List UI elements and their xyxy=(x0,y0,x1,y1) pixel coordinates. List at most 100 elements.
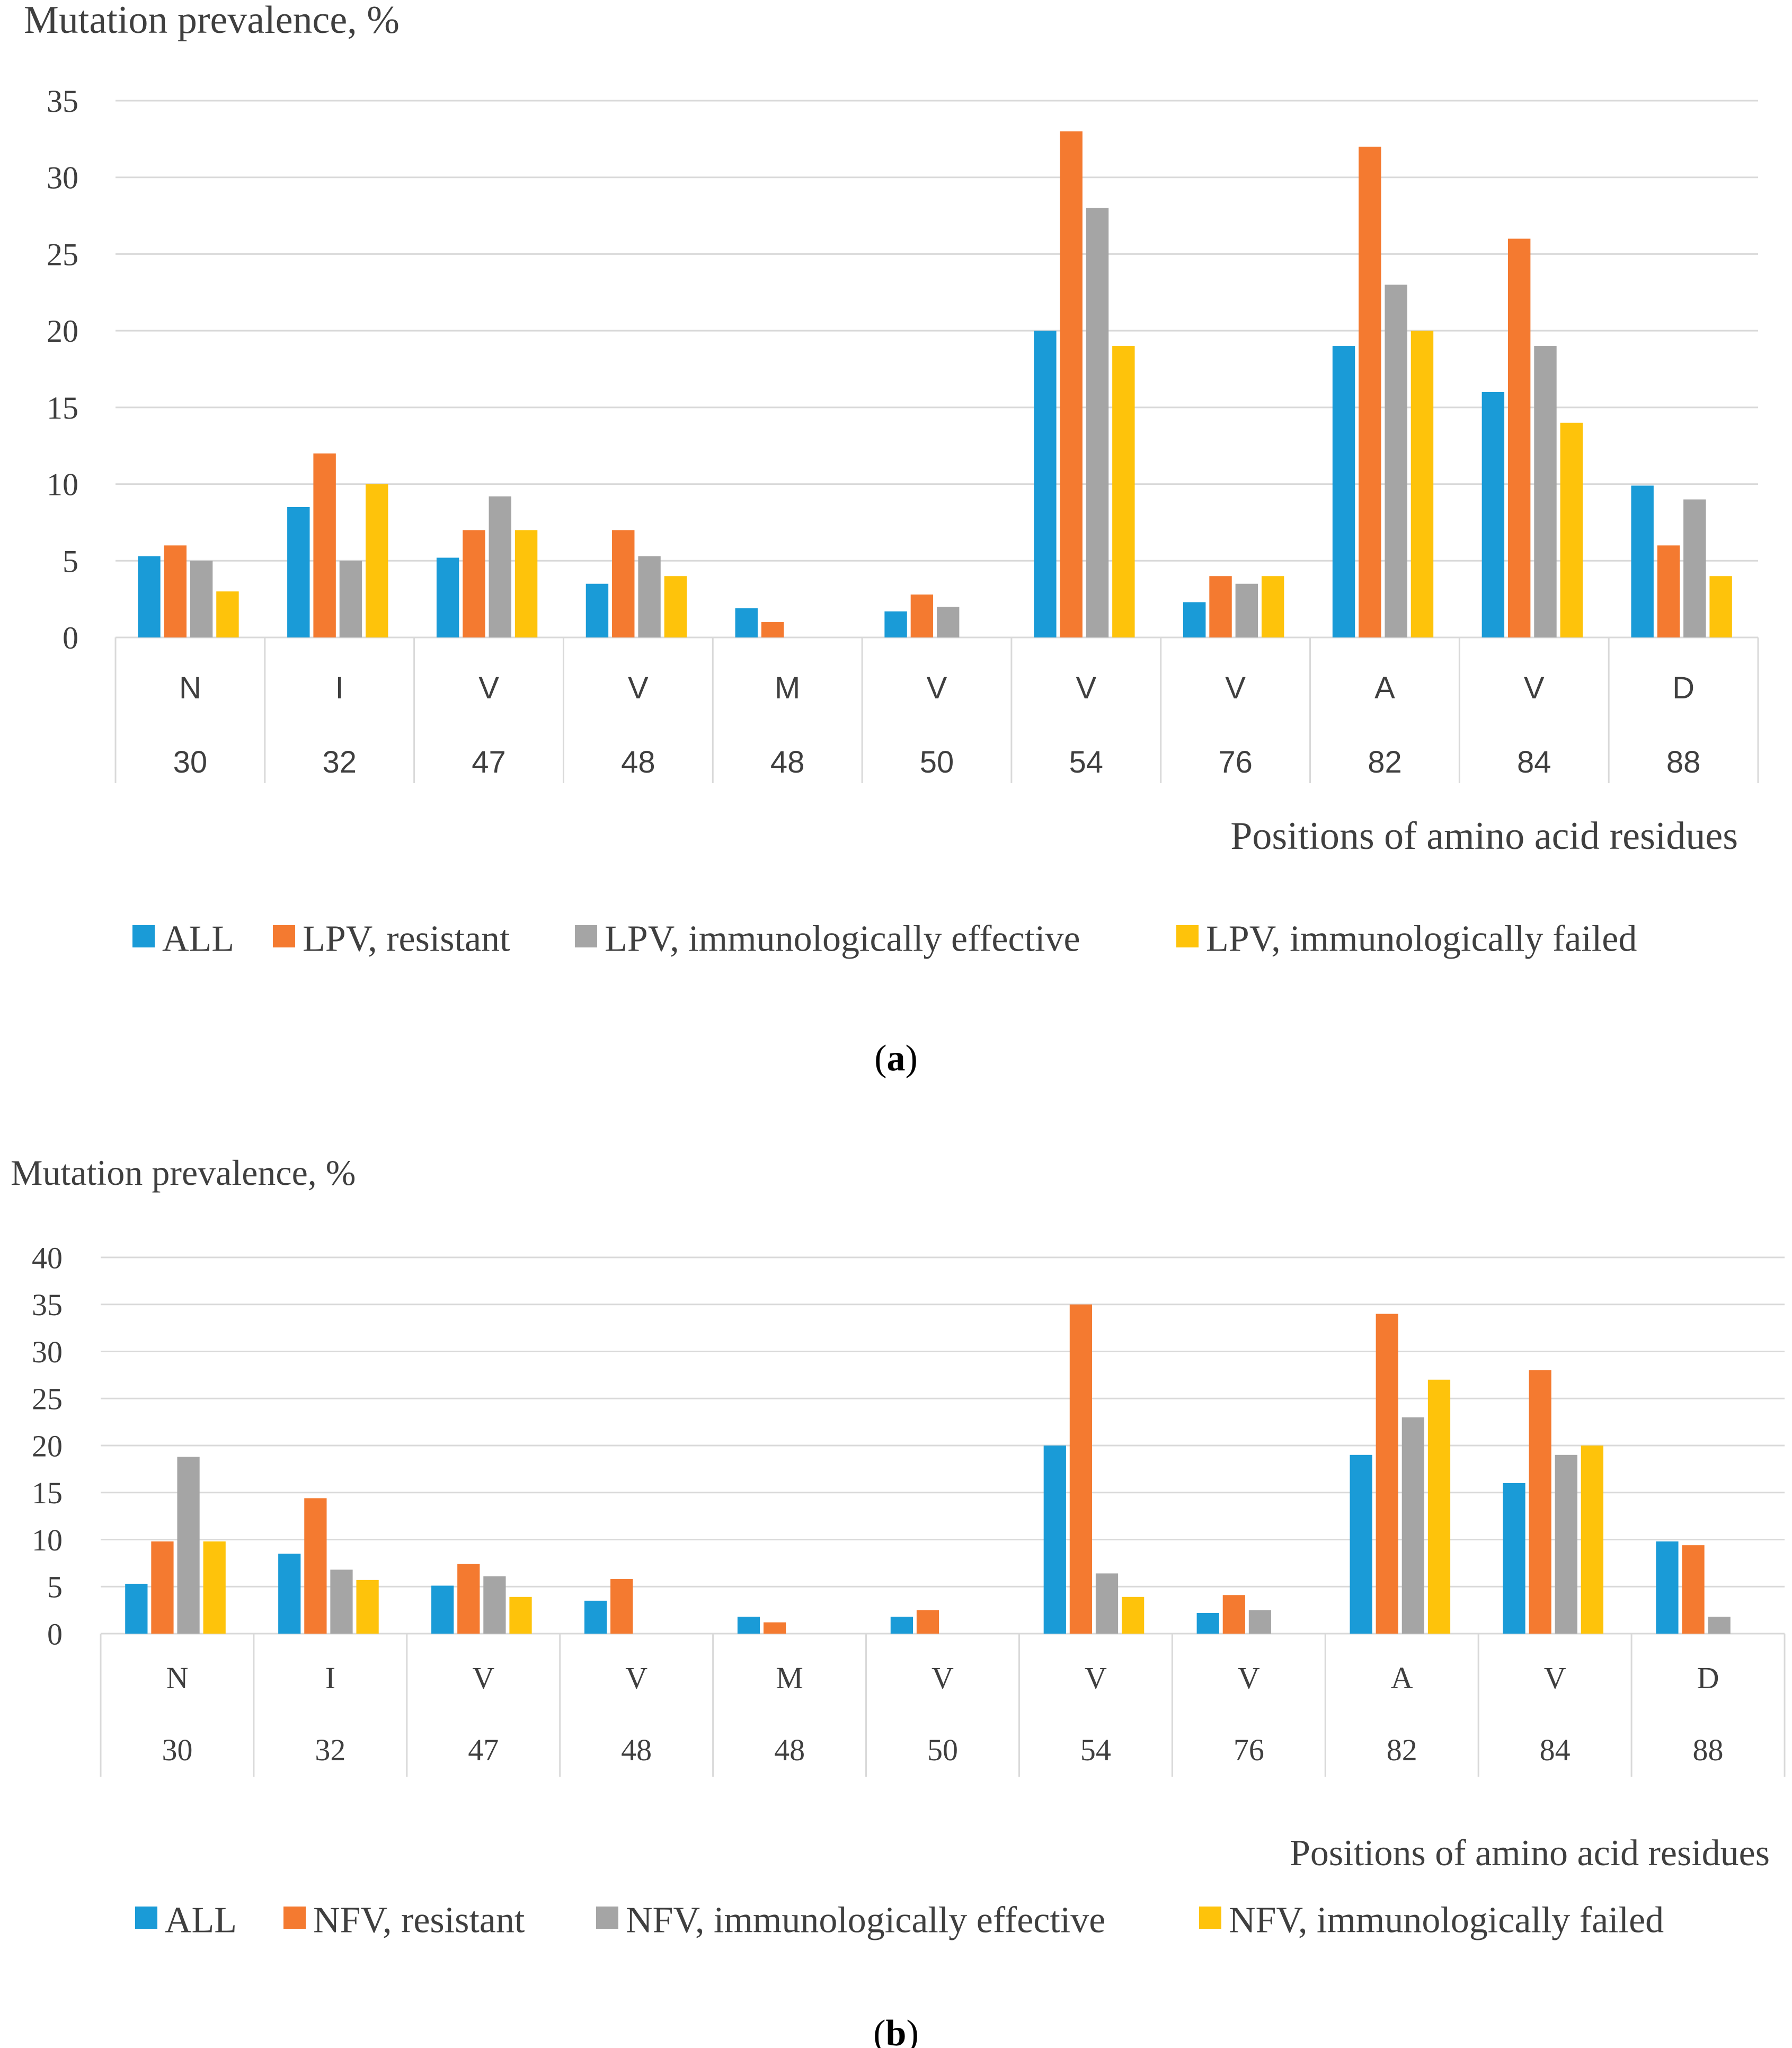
bar-lpv-resistant-5 xyxy=(910,594,934,637)
y-tick-label: 35 xyxy=(32,1288,63,1322)
bar-nfv-immunologically-failed-8 xyxy=(1427,1379,1451,1634)
bar-nfv-immunologically-effective-10 xyxy=(1708,1617,1731,1634)
category-residue-label: V xyxy=(932,1661,954,1695)
bar-nfv-immunologically-effective-6 xyxy=(1095,1573,1119,1634)
bar-nfv-resistant-2 xyxy=(457,1564,480,1634)
category-residue-label: V xyxy=(472,1661,494,1695)
bar-nfv-resistant-3 xyxy=(610,1579,633,1634)
bar-lpv-immunologically-effective-0 xyxy=(190,561,213,637)
category-position-label: 50 xyxy=(927,1733,958,1767)
bar-nfv-immunologically-effective-9 xyxy=(1555,1455,1577,1634)
bar-all-6 xyxy=(1034,331,1057,637)
bar-nfv-immunologically-failed-1 xyxy=(356,1580,379,1634)
bar-lpv-immunologically-effective-10 xyxy=(1683,499,1706,637)
bar-all-7 xyxy=(1183,602,1206,637)
bar-lpv-immunologically-failed-1 xyxy=(366,484,388,637)
category-position-label: 48 xyxy=(621,1733,652,1767)
category-residue-label: V xyxy=(478,671,499,705)
category-residue-label: V xyxy=(1076,671,1096,705)
bar-all-0 xyxy=(138,556,161,637)
bar-lpv-immunologically-effective-2 xyxy=(489,496,511,637)
category-residue-label: N xyxy=(166,1661,189,1695)
y-tick-label: 0 xyxy=(47,1617,63,1651)
legend-swatch xyxy=(273,925,295,947)
bar-nfv-resistant-7 xyxy=(1222,1595,1245,1634)
category-position-label: 54 xyxy=(1080,1733,1111,1767)
y-tick-label: 10 xyxy=(47,467,78,502)
bar-all-7 xyxy=(1196,1612,1219,1634)
category-position-label: 50 xyxy=(920,745,954,779)
bar-lpv-resistant-0 xyxy=(164,545,187,637)
bar-lpv-immunologically-effective-5 xyxy=(937,607,960,637)
legend-label: ALL xyxy=(165,1900,237,1941)
chart-panel-a: 0 5 10 15 20 25 30 35 N 30 I 32 V 47 V 48 M 48 V 50 V 54 V 76 A 8… xyxy=(24,0,1759,1079)
category-position-label: 32 xyxy=(322,745,357,779)
category-position-label: 84 xyxy=(1540,1733,1571,1767)
chart-panel-b: 0 5 10 15 20 25 30 35 40 N 30 I 32 V 47 V 48 M 48 V 50 V 54 V 76… xyxy=(11,1152,1786,2048)
bar-nfv-resistant-4 xyxy=(763,1622,786,1634)
category-residue-label: A xyxy=(1391,1661,1413,1695)
legend-swatch xyxy=(1199,1907,1221,1929)
bar-all-5 xyxy=(884,611,907,637)
category-residue-label: V xyxy=(927,671,947,705)
bar-lpv-resistant-1 xyxy=(313,453,336,637)
category-position-label: 88 xyxy=(1666,745,1701,779)
legend-swatch xyxy=(596,1907,618,1929)
category-residue-label: D xyxy=(1697,1661,1719,1695)
category-residue-label: D xyxy=(1672,671,1695,705)
legend-swatch xyxy=(135,1907,157,1929)
bar-all-2 xyxy=(436,557,459,637)
bar-nfv-resistant-9 xyxy=(1529,1370,1551,1634)
bar-lpv-immunologically-effective-7 xyxy=(1235,583,1258,637)
bar-lpv-immunologically-failed-3 xyxy=(664,576,687,637)
panel-label: (b) xyxy=(873,2013,919,2048)
legend-label: LPV, immunologically effective xyxy=(605,919,1080,960)
bar-nfv-immunologically-effective-8 xyxy=(1401,1417,1424,1634)
category-residue-label: V xyxy=(1225,671,1246,705)
bar-nfv-immunologically-effective-0 xyxy=(177,1457,200,1634)
category-position-label: 48 xyxy=(770,745,805,779)
y-axis-title: Mutation prevalence, % xyxy=(11,1152,356,1193)
category-position-label: 30 xyxy=(162,1733,192,1767)
y-tick-label: 35 xyxy=(47,84,78,119)
y-tick-label: 40 xyxy=(32,1240,63,1275)
bar-all-2 xyxy=(431,1585,454,1634)
category-residue-label: V xyxy=(1085,1661,1107,1695)
bar-all-3 xyxy=(584,1600,607,1634)
bar-lpv-resistant-9 xyxy=(1507,238,1531,637)
category-position-label: 54 xyxy=(1069,745,1104,779)
bar-all-3 xyxy=(585,583,609,637)
category-residue-label: V xyxy=(628,671,649,705)
panel-label: (a) xyxy=(874,1038,918,1079)
y-tick-label: 10 xyxy=(32,1523,63,1557)
y-tick-label: 30 xyxy=(47,161,78,196)
bar-lpv-resistant-6 xyxy=(1060,131,1083,637)
bar-lpv-resistant-4 xyxy=(761,622,784,637)
bar-nfv-resistant-0 xyxy=(151,1541,174,1634)
bar-lpv-immunologically-failed-6 xyxy=(1112,346,1135,637)
category-residue-label: V xyxy=(1524,671,1545,705)
category-residue-label: M xyxy=(776,1661,803,1695)
category-position-label: 48 xyxy=(621,745,655,779)
bar-nfv-resistant-6 xyxy=(1069,1304,1093,1634)
bar-lpv-resistant-2 xyxy=(463,530,485,637)
bar-all-4 xyxy=(735,608,758,637)
bar-all-4 xyxy=(737,1617,760,1634)
bar-lpv-immunologically-effective-3 xyxy=(638,556,661,637)
bar-nfv-resistant-1 xyxy=(304,1498,327,1634)
bar-lpv-immunologically-failed-10 xyxy=(1709,576,1732,637)
y-tick-label: 20 xyxy=(47,314,78,349)
legend-label: LPV, resistant xyxy=(303,919,510,960)
category-residue-label: N xyxy=(179,671,201,705)
bar-nfv-immunologically-failed-0 xyxy=(203,1541,226,1634)
bar-lpv-resistant-3 xyxy=(612,530,635,637)
bar-all-1 xyxy=(278,1554,301,1634)
bar-lpv-immunologically-effective-9 xyxy=(1534,346,1557,637)
legend-label: NFV, immunologically failed xyxy=(1229,1900,1664,1941)
category-position-label: 88 xyxy=(1693,1733,1724,1767)
y-tick-label: 5 xyxy=(47,1570,63,1604)
category-residue-label: M xyxy=(775,671,800,705)
bar-nfv-immunologically-effective-2 xyxy=(483,1576,506,1634)
y-tick-label: 5 xyxy=(63,544,78,579)
x-axis-title: Positions of amino acid residues xyxy=(1230,814,1738,858)
